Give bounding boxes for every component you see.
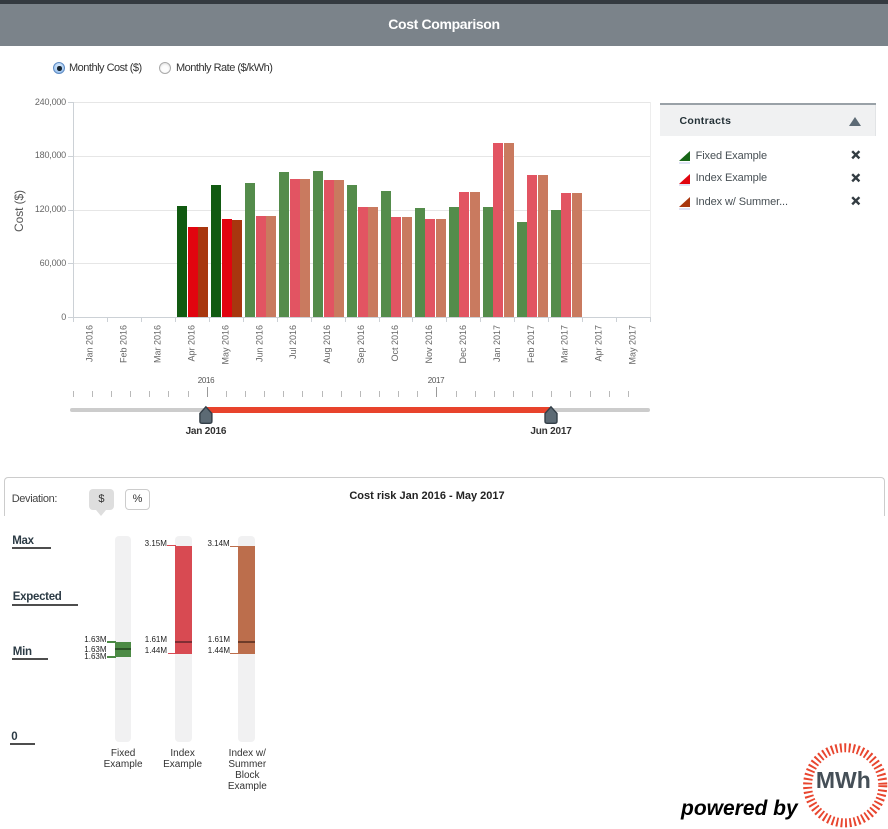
svg-text:Jun 2016: Jun 2016 — [254, 325, 264, 362]
svg-text:Jan 2017: Jan 2017 — [492, 325, 502, 362]
svg-text:May 2016: May 2016 — [220, 325, 230, 365]
svg-text:Aug 2016: Aug 2016 — [322, 325, 332, 364]
svg-text:Sep 2016: Sep 2016 — [356, 325, 366, 364]
svg-text:May 2017: May 2017 — [628, 325, 638, 365]
svg-text:Feb 2016: Feb 2016 — [119, 325, 129, 363]
svg-text:Mar 2017: Mar 2017 — [560, 325, 570, 363]
svg-text:Nov 2016: Nov 2016 — [424, 325, 434, 364]
svg-text:Jul 2016: Jul 2016 — [288, 325, 298, 359]
svg-text:Oct 2016: Oct 2016 — [390, 325, 400, 362]
svg-text:Feb 2017: Feb 2017 — [526, 325, 536, 363]
svg-text:Apr 2016: Apr 2016 — [186, 325, 196, 362]
svg-text:Dec 2016: Dec 2016 — [458, 325, 468, 364]
svg-text:Mar 2016: Mar 2016 — [153, 325, 163, 363]
svg-text:Jan 2016: Jan 2016 — [85, 325, 95, 362]
svg-text:MWh: MWh — [816, 767, 871, 793]
svg-text:Apr 2017: Apr 2017 — [594, 325, 604, 362]
